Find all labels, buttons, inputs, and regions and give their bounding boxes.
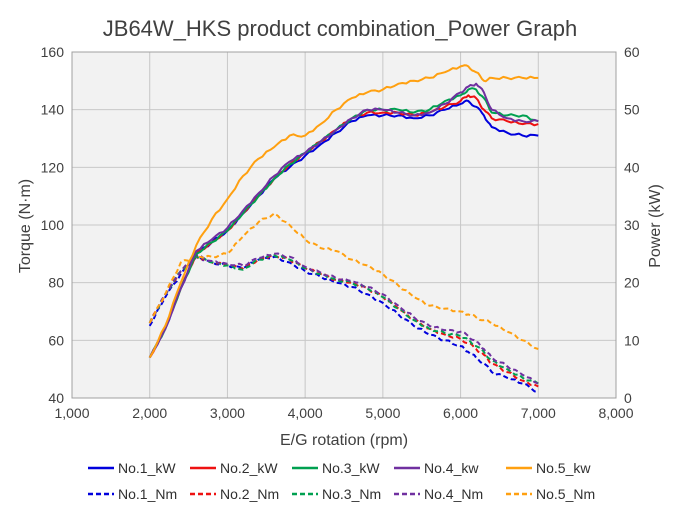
y-tick-label: 140: [41, 102, 65, 118]
legend-label-no-3-nm: No.3_Nm: [322, 486, 381, 502]
y2-tick-label: 30: [624, 217, 640, 233]
x-axis-label: E/G rotation (rpm): [280, 432, 408, 449]
x-tick-label: 6,000: [443, 405, 478, 421]
series-line-no-5-kw: [148, 64, 539, 359]
y-axis-label: Torque (N·m): [17, 179, 34, 273]
series-lines: [148, 64, 539, 394]
series-line-no-5-nm: [148, 212, 539, 350]
legend-label-no-4-kw: No.4_kw: [424, 460, 479, 476]
y2-tick-label: 20: [624, 275, 640, 291]
y2-tick-label: 50: [624, 102, 640, 118]
legend-label-no-4-nm: No.4_Nm: [424, 486, 483, 502]
y-tick-label: 100: [41, 217, 65, 233]
x-tick-label: 1,000: [54, 405, 89, 421]
y-tick-label: 160: [41, 44, 65, 60]
plot-frame: [71, 51, 617, 399]
y2-tick-label: 40: [624, 159, 640, 175]
legend-label-no-5-nm: No.5_Nm: [536, 486, 595, 502]
legend: No.1_kW No.2_kW No.3_kW No.4_kw No.5_kw No.1_…: [88, 460, 595, 502]
y2-tick-label: 10: [624, 332, 640, 348]
series-line-no-4-nm: [148, 252, 539, 385]
x-tick-label: 7,000: [521, 405, 556, 421]
y2-tick-label: 0: [624, 390, 632, 406]
y2-tick-label: 60: [624, 44, 640, 60]
y-tick-label: 60: [48, 332, 64, 348]
x-tick-label: 5,000: [365, 405, 400, 421]
legend-label-no-1-kw: No.1_kW: [118, 460, 176, 476]
y-tick-label: 120: [41, 159, 65, 175]
tick-labels: 1,000 2,000 3,000 4,000 5,000 6,000 7,000 8,000…: [41, 44, 640, 421]
chart-title: JB64W_HKS product combination_Power Grap…: [103, 16, 577, 41]
legend-label-no-5-kw: No.5_kw: [536, 460, 591, 476]
x-tick-label: 2,000: [132, 405, 167, 421]
legend-label-no-2-kw: No.2_kW: [220, 460, 278, 476]
y2-axis-label: Power (kW): [647, 184, 664, 268]
series-line-no-4-kw: [148, 82, 539, 359]
legend-label-no-3-kw: No.3_kW: [322, 460, 380, 476]
legend-label-no-2-nm: No.2_Nm: [220, 486, 279, 502]
y-tick-label: 40: [48, 390, 64, 406]
legend-label-no-1-nm: No.1_Nm: [118, 486, 177, 502]
x-tick-label: 3,000: [210, 405, 245, 421]
y-tick-label: 80: [48, 275, 64, 291]
series-line-no-1-nm: [148, 255, 539, 394]
x-tick-label: 8,000: [598, 405, 633, 421]
x-tick-label: 4,000: [288, 405, 323, 421]
